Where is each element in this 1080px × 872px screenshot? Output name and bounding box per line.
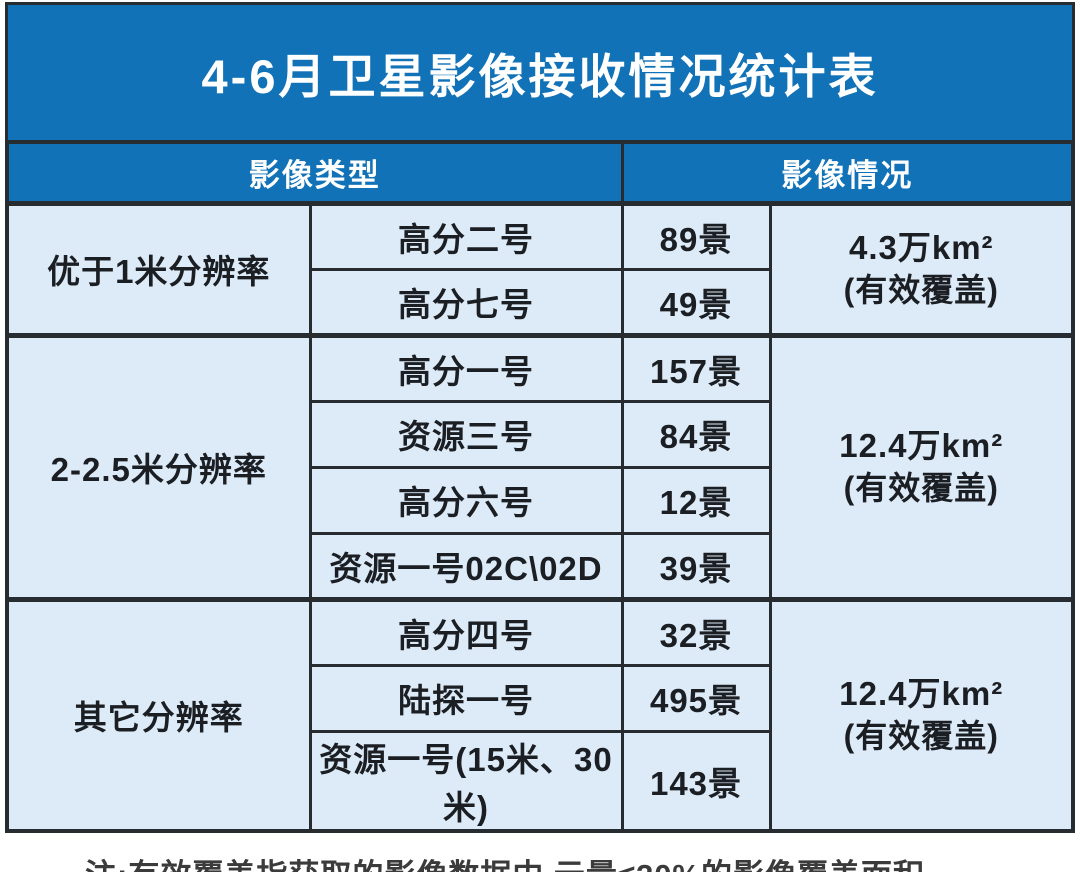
- category-cell: 其它分辨率: [5, 596, 312, 832]
- count-cell: 143景: [620, 729, 772, 832]
- satellite-cell: 高分四号: [308, 596, 624, 667]
- count-cell: 49景: [620, 267, 772, 337]
- coverage-cell: 12.4万km² (有效覆盖): [768, 332, 1075, 601]
- coverage-area: 12.4万km²: [839, 674, 1004, 712]
- coverage-area: 12.4万km²: [839, 426, 1004, 464]
- table-row: 资源一号(15米、30米) 143景: [7, 729, 1073, 832]
- satellite-cell: 资源三号: [308, 399, 624, 469]
- satellite-cell: 高分二号: [308, 200, 624, 271]
- satellite-cell: 高分六号: [308, 465, 624, 535]
- coverage-note: (有效覆盖): [843, 469, 999, 506]
- coverage-area: 4.3万km²: [848, 228, 994, 266]
- count-cell: 157景: [620, 332, 772, 403]
- table-row: 2-2.5米分辨率 高分一号 157景 12.4万km² (有效覆盖): [5, 332, 1075, 601]
- footnote: 注:有效覆盖指获取的影像数据中,云量≤20%的影像覆盖面积。: [5, 833, 1075, 872]
- table-row: 高分七号 49景: [7, 267, 1073, 337]
- title-bar: 4-6月卫星影像接收情况统计表: [5, 2, 1075, 140]
- count-cell: 39景: [620, 531, 772, 601]
- coverage-cell: 12.4万km² (有效覆盖): [768, 596, 1075, 832]
- table-row: 资源一号02C\02D 39景: [7, 531, 1073, 601]
- coverage-note: (有效覆盖): [843, 271, 999, 308]
- table-row: 陆探一号 495景: [7, 663, 1073, 733]
- satellite-cell: 高分一号: [308, 332, 624, 403]
- count-cell: 84景: [620, 399, 772, 469]
- column-header-image-status: 影像情况: [620, 140, 1075, 205]
- header-row: 影像类型 影像情况: [5, 140, 1075, 205]
- stats-card: 4-6月卫星影像接收情况统计表 影像类型 影像情况 优于1米分辨率 高分二号 8…: [5, 2, 1075, 872]
- count-cell: 12景: [620, 465, 772, 535]
- table-row: 高分六号 12景: [7, 465, 1073, 535]
- count-cell: 495景: [620, 663, 772, 733]
- page-title: 4-6月卫星影像接收情况统计表: [201, 50, 879, 103]
- table-row: 资源三号 84景: [7, 399, 1073, 469]
- satellite-stats-table: 影像类型 影像情况 优于1米分辨率 高分二号 89景 4.3万km² (有效覆盖…: [5, 140, 1075, 833]
- coverage-note: (有效覆盖): [843, 717, 999, 754]
- column-header-image-type: 影像类型: [5, 140, 624, 205]
- table-row: 优于1米分辨率 高分二号 89景 4.3万km² (有效覆盖): [5, 200, 1075, 337]
- coverage-cell: 4.3万km² (有效覆盖): [768, 200, 1075, 337]
- satellite-cell: 资源一号02C\02D: [308, 531, 624, 601]
- category-cell: 优于1米分辨率: [5, 200, 312, 337]
- table-row: 其它分辨率 高分四号 32景 12.4万km² (有效覆盖): [5, 596, 1075, 832]
- satellite-cell: 资源一号(15米、30米): [308, 729, 624, 832]
- count-cell: 89景: [620, 200, 772, 271]
- satellite-cell: 高分七号: [308, 267, 624, 337]
- category-cell: 2-2.5米分辨率: [5, 332, 312, 601]
- satellite-cell: 陆探一号: [308, 663, 624, 733]
- count-cell: 32景: [620, 596, 772, 667]
